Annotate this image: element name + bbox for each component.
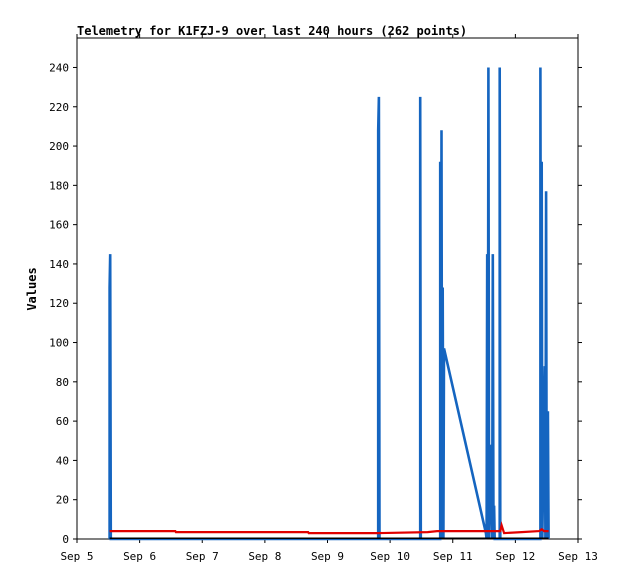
y-tick-label: 220 — [49, 101, 69, 114]
x-tick-label: Sep 10 — [370, 550, 410, 563]
x-tick-label: Sep 5 — [60, 550, 93, 563]
y-tick-label: 140 — [49, 258, 69, 271]
series-line-2 — [109, 520, 549, 535]
x-tick-label: Sep 12 — [496, 550, 536, 563]
y-tick-label: 200 — [49, 140, 69, 153]
x-axis-ticks: Sep 5 Sep 6 Sep 7 Sep 8 Sep 9 Sep 10 Sep 11 Sep… — [60, 34, 598, 563]
plot-frame — [76, 37, 579, 540]
y-tick-label: 40 — [56, 454, 69, 467]
x-tick-label: Sep 11 — [433, 550, 473, 563]
x-tick-label: Sep 6 — [123, 550, 156, 563]
series-line-1 — [108, 67, 550, 541]
series-layer — [108, 67, 550, 541]
y-axis-ticks: 0 20 40 60 80 100 120 140 160 180 200 220 240 — [49, 61, 582, 546]
y-axis-label: Values — [25, 267, 39, 310]
x-tick-label: Sep 13 — [558, 550, 598, 563]
x-tick-label: Sep 9 — [311, 550, 344, 563]
y-tick-label: 120 — [49, 297, 69, 310]
y-tick-label: 80 — [56, 376, 69, 389]
y-tick-label: 240 — [49, 61, 69, 74]
y-tick-label: 60 — [56, 415, 69, 428]
y-tick-label: 160 — [49, 219, 69, 232]
y-tick-label: 20 — [56, 494, 69, 507]
chart-title: Telemetry for K1FZJ-9 over last 240 hour… — [77, 24, 467, 38]
x-tick-label: Sep 7 — [186, 550, 219, 563]
x-tick-label: Sep 8 — [248, 550, 281, 563]
y-tick-label: 100 — [49, 337, 69, 350]
y-tick-label: 180 — [49, 179, 69, 192]
y-tick-label: 0 — [62, 533, 69, 546]
